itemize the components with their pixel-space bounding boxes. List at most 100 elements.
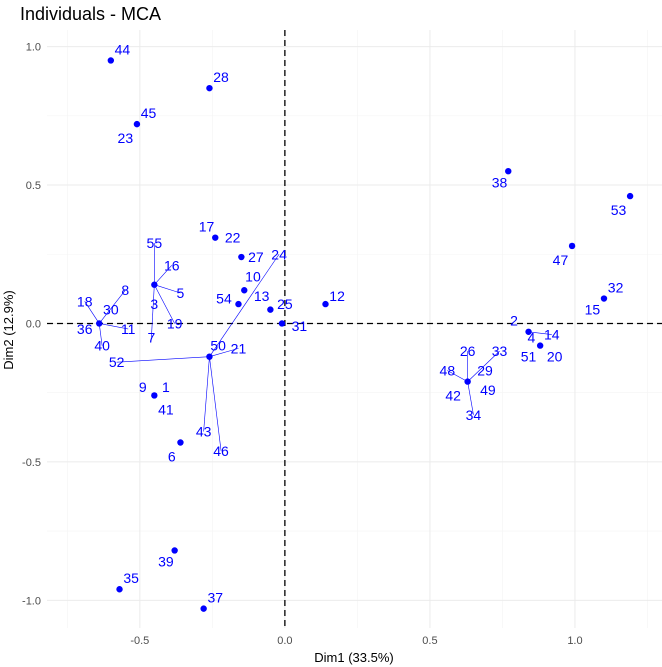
reference-lines (47, 30, 662, 628)
point-label: 24 (271, 246, 287, 262)
point-label: 44 (115, 41, 131, 57)
point-label: 4 (528, 329, 536, 345)
point-label: 17 (199, 219, 215, 235)
label-leader-line (209, 348, 239, 357)
label-leader-line (154, 265, 172, 285)
label-leader-line (98, 323, 103, 346)
point-label: 27 (248, 249, 264, 265)
point-label: 49 (480, 382, 496, 398)
label-leader-line (154, 284, 181, 294)
x-axis-ticks: -0.5 0.0 0.5 1.0 (130, 635, 582, 647)
point-label: 18 (77, 293, 93, 309)
label-leader-line (467, 350, 500, 382)
data-point (133, 120, 141, 128)
label-leader-line (116, 356, 210, 363)
y-axis-title: Dim2 (12.9%) (1, 290, 16, 369)
data-point (107, 57, 115, 64)
point-label: 50 (210, 338, 226, 354)
point-label: 32 (608, 279, 624, 295)
y-tick-label: 0.0 (26, 318, 41, 330)
data-point (505, 167, 512, 175)
point-label: 34 (466, 407, 482, 423)
point-label: 47 (553, 252, 569, 268)
point-label: 36 (77, 321, 93, 337)
label-leader-line (84, 301, 100, 324)
data-point (151, 281, 158, 288)
data-point (212, 234, 219, 241)
point-label: 14 (544, 327, 560, 343)
point-label: 55 (147, 235, 163, 251)
point-label: 42 (445, 387, 461, 403)
point-label: 41 (158, 401, 174, 417)
point-label: 16 (164, 257, 180, 273)
label-leaders (84, 243, 552, 451)
x-tick-label: 0.0 (277, 635, 292, 647)
label-leader-line (467, 381, 474, 415)
label-leader-line (99, 323, 129, 330)
point-label: 26 (460, 343, 476, 359)
y-tick-label: -0.5 (22, 457, 41, 469)
point-label: 3 (150, 296, 158, 312)
point-label: 13 (254, 288, 270, 304)
label-leader-line (154, 284, 175, 324)
point-label: 21 (231, 340, 247, 356)
point-label: 51 (521, 349, 537, 365)
point-label: 1 (162, 379, 170, 395)
point-label: 52 (109, 354, 125, 370)
point-label: 28 (213, 69, 229, 85)
grid (47, 30, 662, 628)
x-tick-label: 0.5 (422, 635, 437, 647)
point-label: 30 (103, 302, 119, 318)
data-point (241, 287, 248, 294)
point-label: 5 (177, 285, 185, 301)
point-label: 6 (168, 448, 176, 464)
point-label: 8 (121, 282, 129, 298)
point-label: 2 (510, 313, 518, 329)
label-leader-line (447, 370, 468, 382)
point-label: 23 (118, 130, 134, 146)
y-axis-ticks: -1.0 -0.5 0.0 0.5 1.0 (22, 42, 41, 608)
point-label: 46 (213, 443, 229, 459)
y-tick-label: 1.0 (26, 42, 41, 54)
point-label: 48 (440, 363, 456, 379)
data-point (626, 192, 634, 200)
point-label: 19 (167, 315, 183, 331)
point-label: 39 (158, 554, 174, 570)
x-tick-label: -0.5 (130, 635, 149, 647)
y-tick-label: 0.5 (26, 180, 41, 192)
point-label: 10 (245, 268, 261, 284)
chart-title: Individuals - MCA (20, 4, 161, 24)
y-tick-label: -1.0 (22, 595, 41, 607)
point-label: 43 (196, 423, 212, 439)
label-leader-line (209, 254, 280, 357)
data-point (600, 295, 608, 302)
x-tick-label: 1.0 (567, 635, 582, 647)
point-label: 35 (123, 570, 139, 586)
label-leader-line (203, 356, 210, 432)
point-label: 37 (207, 590, 223, 606)
data-point (177, 439, 184, 446)
label-leader-line (528, 331, 552, 335)
data-point (267, 306, 274, 313)
x-axis-title: Dim1 (33.5%) (314, 650, 393, 665)
point-label: 54 (216, 291, 232, 307)
point-label: 40 (94, 338, 110, 354)
data-point (171, 547, 178, 554)
label-leader-line (98, 290, 126, 324)
data-point (151, 392, 158, 399)
point-label: 9 (139, 379, 147, 395)
point-label: 20 (547, 349, 563, 365)
data-point (238, 253, 245, 261)
data-points (96, 57, 634, 612)
data-point (200, 605, 207, 612)
data-point (536, 342, 544, 349)
point-label: 25 (277, 296, 293, 312)
data-point (464, 378, 471, 385)
data-point (206, 353, 213, 360)
data-point (278, 320, 286, 327)
data-point (116, 586, 123, 593)
point-label: 22 (225, 230, 241, 246)
point-label: 33 (492, 343, 508, 359)
